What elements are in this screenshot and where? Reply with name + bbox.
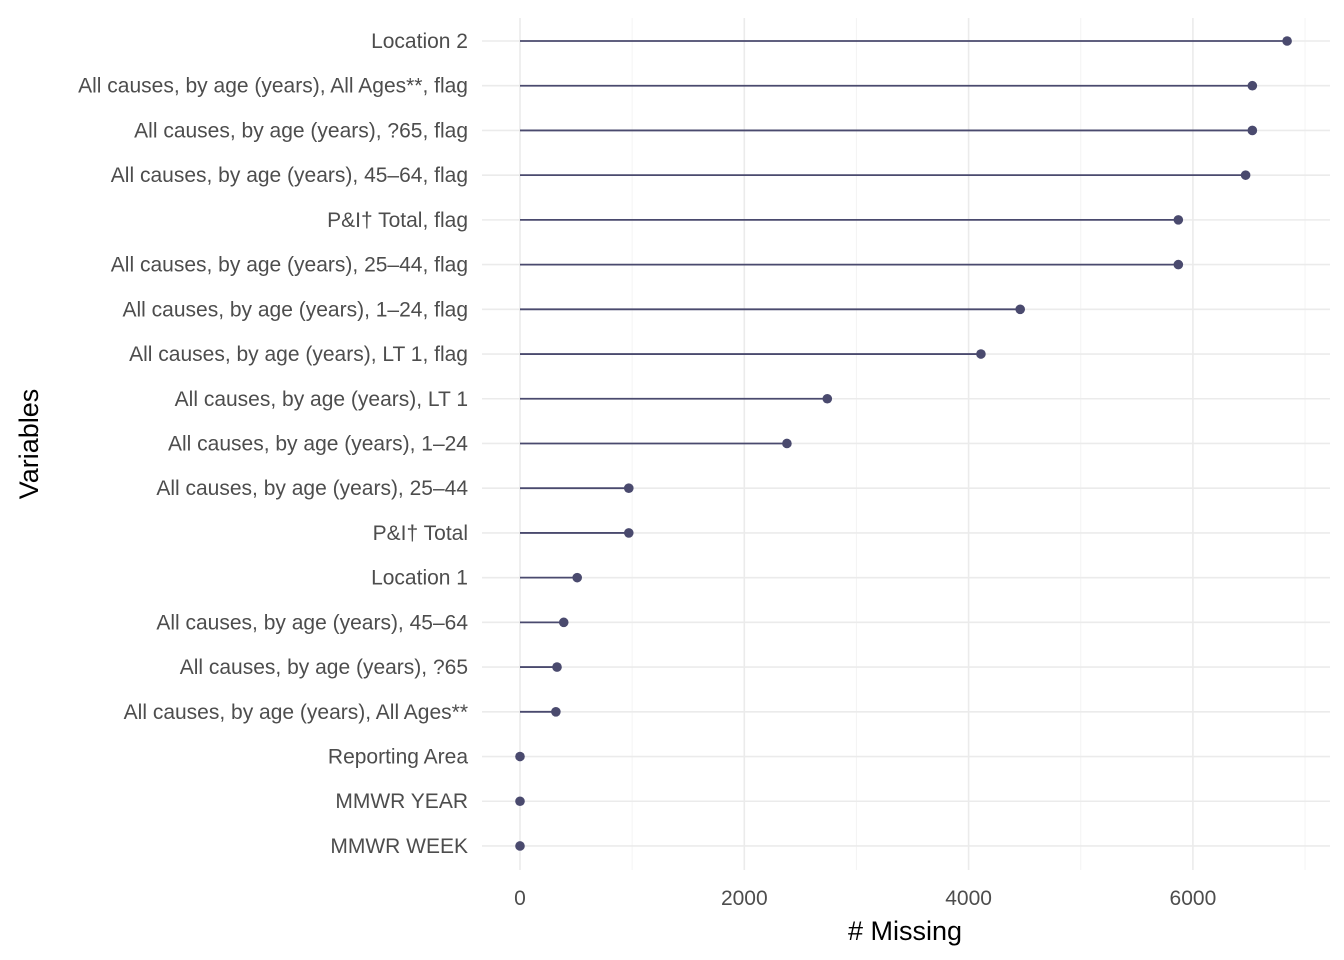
y-axis-title: Variables [14, 389, 44, 500]
lollipop-point [552, 662, 562, 672]
y-tick-label: All causes, by age (years), All Ages**, … [78, 75, 468, 98]
lollipop-point [822, 393, 833, 404]
y-tick-label: All causes, by age (years), ?65 [180, 656, 468, 679]
lollipop-point [976, 349, 986, 359]
lollipop-point [551, 707, 561, 717]
y-tick-label: All causes, by age (years), LT 1, flag [129, 343, 468, 366]
y-tick-label: All causes, by age (years), 45–64 [156, 611, 468, 634]
lollipop-point [515, 841, 525, 851]
x-tick-label: 2000 [721, 887, 768, 910]
y-tick-label: Location 1 [371, 567, 468, 590]
lollipop-point [782, 438, 792, 449]
x-tick-label: 4000 [945, 887, 992, 910]
y-tick-label: All causes, by age (years), 25–44 [156, 477, 468, 500]
lollipop-marks [515, 36, 1292, 851]
lollipop-point [623, 528, 634, 538]
lollipop-point [515, 796, 525, 807]
lollipop-point [572, 572, 582, 583]
lollipop-point [1247, 80, 1258, 91]
y-tick-label: P&I† Total, flag [327, 209, 468, 232]
y-tick-label: All causes, by age (years), 1–24, flag [122, 298, 468, 321]
lollipop-point [1247, 125, 1258, 136]
x-tick-label: 6000 [1170, 887, 1217, 910]
y-tick-label: Location 2 [371, 30, 468, 53]
y-tick-label: All causes, by age (years), 45–64, flag [111, 164, 468, 187]
y-tick-label: MMWR YEAR [335, 790, 468, 813]
lollipop-point [1173, 259, 1184, 270]
y-tick-label: All causes, by age (years), LT 1 [175, 388, 468, 411]
y-tick-label: All causes, by age (years), 25–44, flag [111, 254, 468, 277]
y-axis-tick-labels: Location 2 All causes, by age (years), Al… [78, 30, 468, 858]
lollipop-point [1240, 170, 1251, 180]
y-tick-label: Reporting Area [328, 746, 468, 769]
lollipop-point [558, 617, 569, 628]
lollipop-point [515, 751, 525, 762]
lollipop-point [623, 483, 634, 494]
x-axis-title: # Missing [848, 916, 962, 946]
y-tick-label: All causes, by age (years), ?65, flag [134, 119, 468, 142]
lollipop-point [1282, 36, 1292, 46]
y-tick-label: MMWR WEEK [330, 835, 468, 858]
y-tick-label: P&I† Total [373, 522, 468, 545]
lollipop-point [1173, 215, 1184, 225]
lollipop-point [1015, 304, 1025, 315]
y-tick-label: All causes, by age (years), 1–24 [168, 432, 468, 455]
y-tick-label: All causes, by age (years), All Ages** [124, 701, 468, 724]
x-axis-tick-labels: 0 2000 4000 6000 [514, 887, 1216, 910]
x-tick-label: 0 [514, 887, 526, 910]
